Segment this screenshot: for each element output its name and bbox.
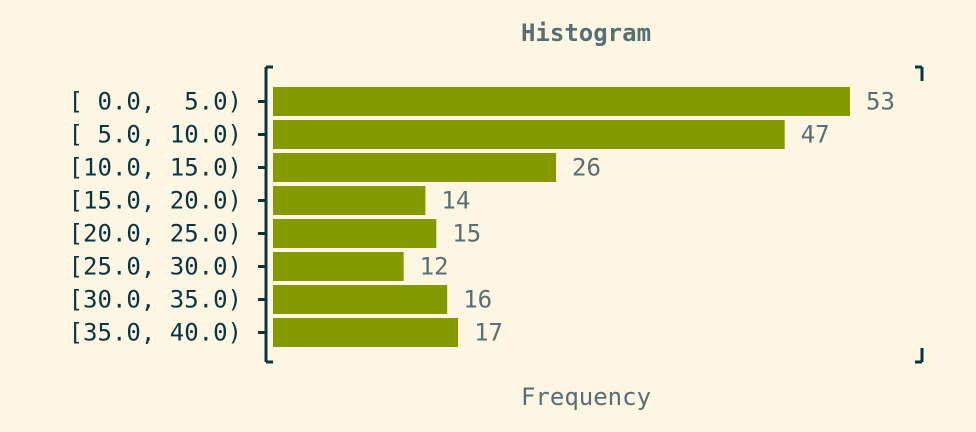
bar-7 [273,318,459,347]
y-tick-label-0: [ 0.0, 5.0) [69,88,242,116]
bar-5 [273,252,404,281]
bar-4 [273,219,437,248]
axis-frame [264,65,924,364]
bar-1 [273,120,785,149]
y-tick-group: [ 0.0, 5.0) [ 5.0, 10.0) [10.0, 15.0) [15.0… [69,88,266,347]
y-tick-label-7: [35.0, 40.0) [69,319,242,347]
bar-2 [273,153,557,182]
value-label-6: 16 [463,286,492,314]
bar-6 [273,285,448,314]
bar-0 [273,87,850,116]
y-tick-label-4: [20.0, 25.0) [69,220,242,248]
chart-title: Histogram [521,19,651,47]
value-label-2: 26 [572,154,601,182]
value-label-5: 12 [420,253,449,281]
y-tick-label-6: [30.0, 35.0) [69,286,242,314]
value-label-1: 47 [801,121,830,149]
value-label-4: 15 [452,220,481,248]
bar-3 [273,186,426,215]
value-label-0: 53 [866,88,895,116]
value-label-3: 14 [441,187,470,215]
value-label-7: 17 [474,319,503,347]
y-tick-label-5: [25.0, 30.0) [69,253,242,281]
y-tick-label-2: [10.0, 15.0) [69,154,242,182]
x-axis-label: Frequency [521,383,651,411]
bars-group [273,87,850,347]
y-tick-label-3: [15.0, 20.0) [69,187,242,215]
y-tick-label-1: [ 5.0, 10.0) [69,121,242,149]
